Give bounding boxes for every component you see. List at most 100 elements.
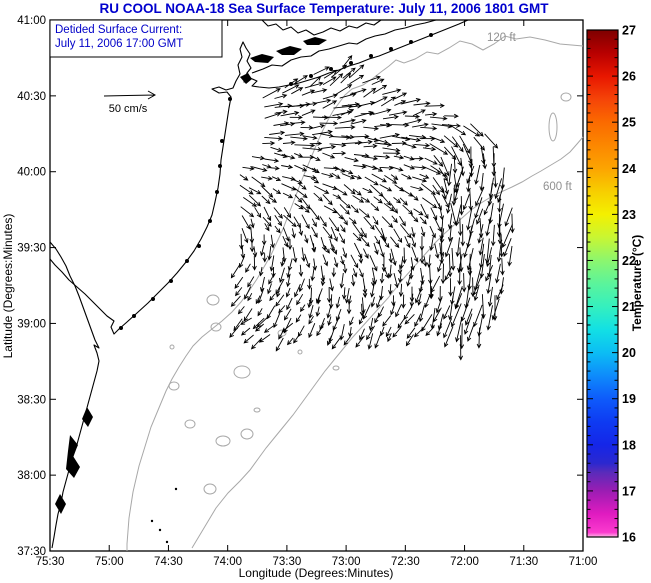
- current-vector: [433, 307, 442, 323]
- current-vector: [434, 243, 440, 259]
- current-vector: [245, 263, 251, 273]
- current-vector: [300, 204, 310, 213]
- current-vector: [230, 263, 241, 279]
- current-vector: [286, 274, 291, 288]
- current-vector: [282, 140, 296, 145]
- current-vector: [370, 296, 376, 308]
- current-vector: [309, 75, 322, 87]
- current-vector: [352, 195, 365, 203]
- current-vector: [451, 136, 464, 153]
- current-vector: [411, 246, 419, 263]
- current-vector: [417, 293, 422, 306]
- current-vector: [322, 226, 333, 240]
- current-vector: [420, 183, 436, 196]
- current-vector: [424, 111, 438, 117]
- current-vector: [316, 294, 321, 305]
- current-vector: [248, 187, 262, 195]
- current-vector: [331, 244, 338, 255]
- current-vector: [343, 336, 351, 346]
- current-vector: [372, 84, 388, 94]
- current-vector: [308, 304, 314, 319]
- current-vector: [282, 84, 300, 94]
- current-vector: [294, 203, 304, 210]
- current-vector: [350, 275, 356, 287]
- coast-dot: [132, 314, 136, 318]
- current-vector: [379, 286, 384, 301]
- current-vector: [256, 314, 270, 328]
- current-vector: [470, 123, 484, 137]
- contour-600ft: [191, 136, 584, 549]
- current-vector: [410, 214, 419, 223]
- current-vector: [379, 326, 385, 337]
- current-vector: [404, 236, 411, 249]
- current-vector: [399, 197, 408, 206]
- current-vector: [298, 278, 305, 293]
- coast-dots: [119, 33, 433, 544]
- current-vector: [419, 245, 425, 265]
- current-vector: [244, 286, 252, 300]
- current-vector: [314, 98, 332, 104]
- current-vector: [380, 122, 393, 128]
- current-vector: [293, 333, 300, 344]
- current-vector: [294, 194, 303, 203]
- current-vector: [339, 118, 356, 124]
- current-vector: [393, 155, 405, 160]
- current-vector: [409, 192, 419, 201]
- current-vector: [237, 306, 245, 315]
- current-vector: [382, 88, 402, 95]
- current-vector: [264, 102, 284, 108]
- current-vector: [410, 156, 424, 161]
- current-vector: [363, 126, 379, 131]
- current-vector: [400, 97, 421, 105]
- current-vector: [398, 283, 404, 298]
- colorbar-title: Temperature (°C): [630, 235, 644, 332]
- current-vector: [454, 204, 462, 227]
- current-vector: [497, 195, 502, 213]
- current-vector: [390, 303, 396, 316]
- current-vector: [463, 233, 472, 258]
- coast-dot: [215, 190, 219, 194]
- y-tick-label: 40:30: [17, 91, 46, 103]
- current-vector: [380, 193, 392, 206]
- coast-dot: [389, 47, 393, 51]
- current-vector: [402, 247, 407, 265]
- current-vector: [250, 337, 263, 350]
- colorbar-tick-label: 26: [622, 70, 636, 84]
- current-vector: [330, 64, 348, 78]
- coast-dot: [185, 259, 189, 263]
- current-vector: [247, 292, 253, 302]
- current-vector: [387, 264, 393, 279]
- current-vector: [338, 233, 345, 245]
- current-vector: [323, 69, 338, 79]
- current-vector: [390, 174, 399, 181]
- current-vector: [283, 207, 292, 219]
- current-vector: [488, 203, 494, 225]
- current-vector: [370, 202, 380, 212]
- current-vector: [429, 143, 449, 155]
- current-vector: [312, 129, 333, 136]
- current-vector: [412, 109, 426, 117]
- current-vector: [462, 194, 470, 211]
- current-vector: [230, 295, 241, 307]
- current-vector: [352, 232, 362, 242]
- current-vector: [484, 133, 499, 149]
- current-vector: [304, 253, 311, 269]
- current-vector: [328, 217, 340, 232]
- current-vector: [504, 207, 513, 227]
- current-vector: [264, 223, 270, 232]
- current-vector: [341, 134, 355, 140]
- current-vector: [251, 155, 266, 161]
- current-vector: [268, 197, 278, 203]
- current-vector: [298, 183, 307, 190]
- current-vector: [359, 328, 365, 341]
- current-vector: [314, 185, 330, 194]
- current-vector: [269, 130, 286, 136]
- current-vector: [485, 217, 491, 237]
- current-vector: [412, 176, 428, 183]
- current-vector: [339, 272, 345, 289]
- current-vector: [334, 186, 348, 196]
- current-vector: [363, 143, 378, 149]
- current-vector: [464, 308, 473, 326]
- current-vector: [371, 78, 385, 85]
- current-vector: [393, 272, 399, 289]
